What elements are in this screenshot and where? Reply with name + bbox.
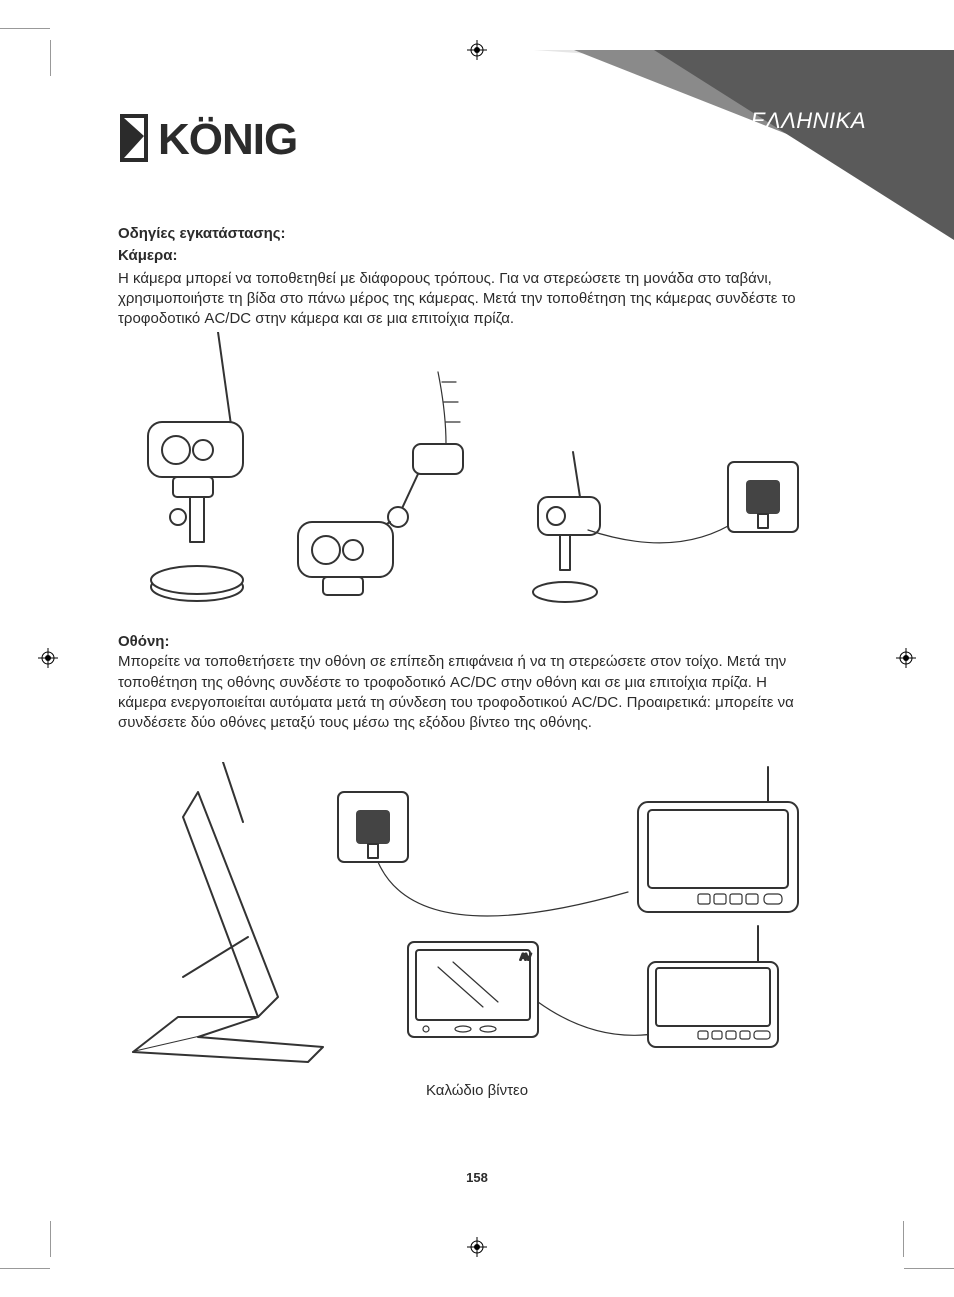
video-cable-caption: Καλώδιο βίντεο: [0, 1082, 954, 1099]
crop-mark: [50, 40, 51, 76]
language-label: ΕΛΛΗΝΙΚΑ: [751, 108, 866, 134]
registration-mark-icon: [38, 648, 58, 668]
av-label: AV: [520, 952, 531, 962]
brand-logo: KÖNIG: [118, 108, 408, 173]
paragraph-camera: Η κάμερα μπορεί να τοποθετηθεί με διάφορ…: [118, 269, 818, 330]
registration-mark-icon: [467, 40, 487, 60]
brand-name: KÖNIG: [158, 115, 297, 164]
crop-mark: [50, 1221, 51, 1257]
figure-monitor-setup: AV: [118, 762, 838, 1072]
paragraph-monitor: Μπορείτε να τοποθετήσετε την οθόνη σε επ…: [118, 652, 818, 733]
heading-install: Οδηγίες εγκατάστασης:: [118, 224, 818, 244]
heading-camera: Κάμερα:: [118, 246, 818, 266]
header-banner: [534, 50, 954, 240]
crop-mark: [903, 1221, 904, 1257]
crop-mark: [0, 28, 50, 29]
figure-camera-mounting: [118, 332, 838, 612]
crop-mark: [904, 1268, 954, 1269]
heading-monitor: Οθόνη:: [118, 632, 818, 652]
registration-mark-icon: [467, 1237, 487, 1257]
crop-mark: [0, 1268, 50, 1269]
registration-mark-icon: [896, 648, 916, 668]
content-column: Οδηγίες εγκατάστασης: Κάμερα: Η κάμερα μ…: [118, 224, 818, 335]
page-number: 158: [0, 1170, 954, 1185]
monitor-section: Οθόνη: Μπορείτε να τοποθετήσετε την οθόν…: [118, 632, 818, 733]
